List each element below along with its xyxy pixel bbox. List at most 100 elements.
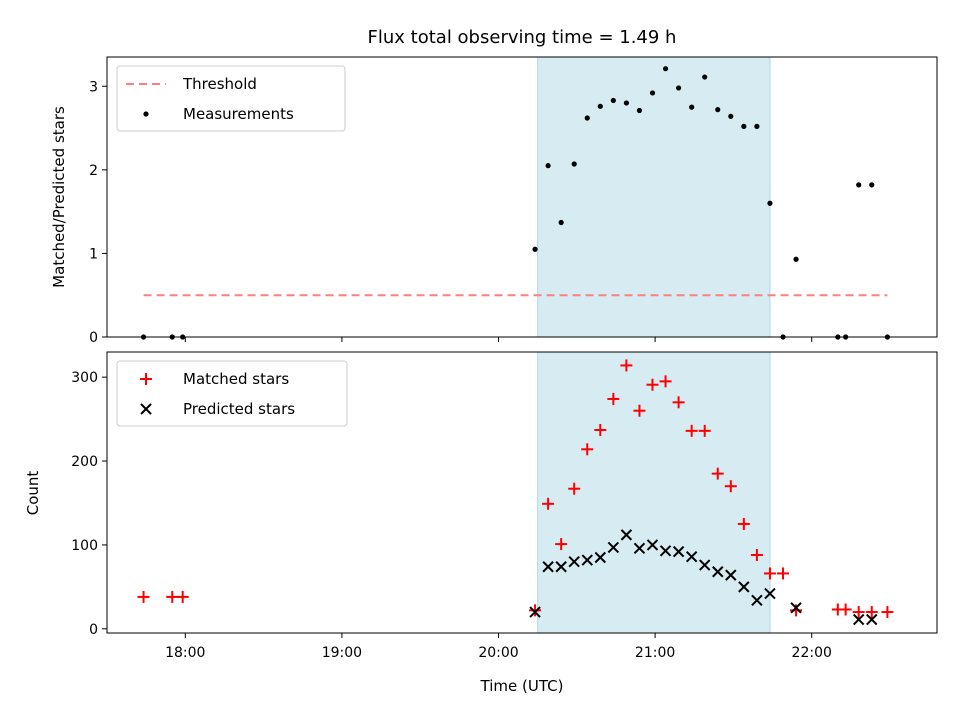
top-series-measurements-point-6 [571,161,577,167]
bottom-series-predicted-stars-point-17 [751,594,763,606]
top-series-measurements-point-27 [869,182,875,188]
bottom-series-matched-stars-point-15 [685,424,698,437]
top-series-measurements-point-16 [702,74,708,80]
top-series-measurements-point-18 [728,113,734,119]
bottom-series-predicted-stars-point-10 [659,545,672,557]
top-series-measurements-point-11 [636,107,643,114]
bottom-legend: Matched stars Predicted stars [116,360,348,427]
top-series-measurements-point-7 [584,115,590,121]
bottom-legend-predicted-stars-label: Predicted stars [183,400,295,418]
top-y-tick-label-2: 2 [89,163,98,179]
bottom-series-matched-stars-point-9 [607,392,620,405]
top-series-measurements-point-26 [856,182,862,188]
bottom-series-predicted-stars-point-18 [764,587,776,600]
bottom-series-matched-stars-point-11 [633,404,646,417]
top-series-measurements-point-17 [715,107,721,113]
bottom-axes-frame [106,351,938,634]
top-series-measurements-point-13 [662,66,669,72]
top-axes-frame [106,56,938,338]
top-series-measurements-point-20 [754,123,760,129]
top-series-measurements-point-5 [558,219,564,226]
bottom-series-predicted-stars [529,529,878,626]
x-tick-label-1: 19:00 [322,645,362,661]
bottom-series-predicted-stars-point-14 [712,566,724,578]
top-series-measurements-point-15 [689,104,695,110]
top-series-measurements-point-4 [545,163,551,169]
bottom-series-predicted-stars-point-21 [866,613,878,626]
bottom-series-predicted-stars-point-12 [685,550,698,563]
bottom-series-matched-stars-point-6 [568,482,581,495]
bottom-series-matched-stars-point-17 [711,467,724,480]
top-series-measurements-point-14 [676,85,682,91]
top-series-measurements-point-19 [741,123,747,129]
bottom-series-predicted-stars-point-11 [672,545,685,558]
bottom-series-predicted-stars-point-20 [852,613,865,626]
bottom-series-matched-stars-point-2 [176,590,189,603]
bottom-series-matched-stars-point-18 [724,480,737,493]
bottom-series-matched-stars-point-8 [594,424,607,437]
bottom-observing-interval [537,351,771,634]
bottom-series-matched-stars-point-7 [581,443,594,456]
bottom-series-predicted-stars-point-19 [790,602,802,614]
top-y-tick-label-1: 1 [89,246,98,262]
bottom-series-predicted-stars-point-4 [581,554,593,566]
bottom-series-matched-stars-point-26 [852,606,865,619]
bottom-series-matched-stars-point-0 [137,590,150,603]
bottom-panel: 0 100 200 300 18:00 19:00 20:00 21:00 22:00 Match… [71,351,938,661]
bottom-series-matched-stars-point-27 [865,606,878,619]
bottom-series-matched-stars-point-16 [698,424,711,437]
bottom-series-matched-stars-point-28 [881,606,894,619]
bottom-series-predicted-stars-point-8 [633,542,646,554]
top-panel: 0 1 2 3 Threshold Measurements [89,56,938,346]
top-series-measurements-point-10 [623,100,630,106]
bottom-y-tick-label-2: 200 [71,454,98,470]
bottom-series-matched-stars-point-10 [620,359,633,372]
top-series-measurements-point-23 [793,256,799,262]
bottom-series-matched-stars-point-12 [646,378,659,391]
top-y-axis-label: Matched/Predicted stars [50,106,68,288]
bottom-series-matched-stars-point-22 [777,567,790,580]
bottom-y-tick-label-0: 0 [89,622,98,638]
bottom-series-predicted-stars-point-7 [620,529,633,541]
bottom-series-predicted-stars-point-13 [698,559,711,571]
bottom-series-predicted-stars-point-1 [542,561,554,573]
bottom-series-predicted-stars-point-16 [738,581,750,593]
top-y-tick-label-3: 3 [89,79,98,95]
bottom-legend-box [116,360,348,427]
bottom-series-predicted-stars-point-3 [568,555,580,568]
bottom-series-matched-stars-point-20 [750,548,763,561]
x-axis-label: Time (UTC) [480,677,564,695]
x-tick-label-4: 22:00 [792,645,832,661]
bottom-series-matched-stars-point-23 [790,604,803,617]
top-series-measurements-point-9 [610,97,616,104]
bottom-y-tick-label-1: 100 [71,538,98,554]
bottom-series-predicted-stars-point-0 [529,606,541,618]
bottom-series-predicted-stars-point-6 [607,541,620,554]
bottom-series-predicted-stars-point-9 [646,539,659,551]
top-legend-measurements-label: Measurements [183,105,294,123]
bottom-series-matched-stars-point-19 [737,517,750,530]
bottom-series-predicted-stars-point-2 [555,561,567,573]
bottom-series-matched-stars-point-25 [839,603,852,616]
top-series-measurements-point-8 [597,103,603,109]
x-tick-label-2: 20:00 [478,645,518,661]
top-legend-box [116,65,346,132]
chart-title: Flux total observing time = 1.49 h [368,27,677,48]
bottom-y-tick-label-3: 300 [71,370,98,386]
bottom-series-matched-stars-point-5 [555,538,568,551]
bottom-series-matched-stars-point-1 [166,590,179,603]
top-legend-threshold-label: Threshold [182,75,257,93]
x-tick-label-0: 18:00 [165,645,205,661]
top-legend-measurements-swatch [143,111,149,117]
bottom-series-predicted-stars-point-15 [725,569,737,581]
bottom-series-matched-stars-point-21 [763,567,776,580]
bottom-series-matched-stars [137,359,894,619]
bottom-series-matched-stars-point-14 [672,396,685,409]
bottom-legend-matched-stars-swatch [140,373,152,385]
bottom-legend-predicted-stars-swatch [140,403,152,415]
bottom-legend-matched-stars-label: Matched stars [183,370,289,388]
top-series-measurements-point-3 [532,246,538,252]
top-legend: Threshold Measurements [116,65,346,132]
bottom-series-predicted-stars-point-5 [594,551,607,564]
